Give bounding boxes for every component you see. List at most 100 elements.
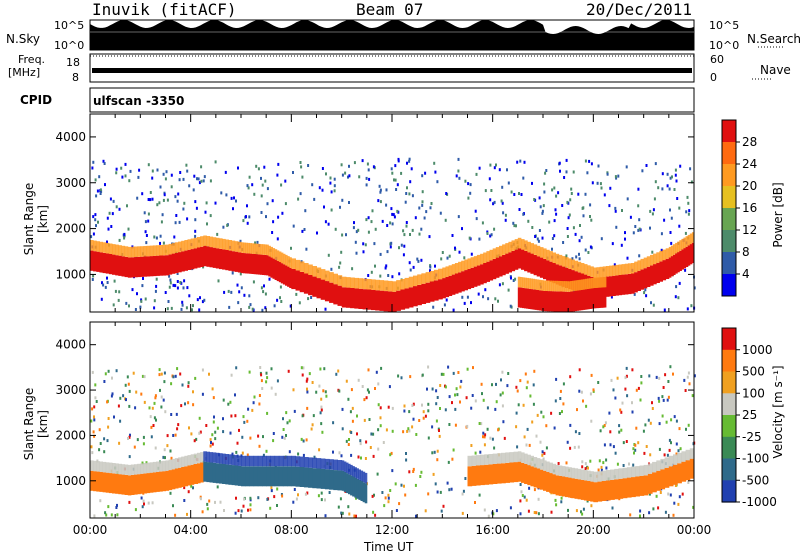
rti-scatter-cell — [634, 225, 637, 228]
rti-scatter-cell — [629, 215, 632, 219]
rti-scatter-cell — [639, 514, 641, 518]
rti-band-cell — [590, 481, 594, 502]
rti-band-cell — [533, 255, 538, 276]
rti-fringe-cell — [530, 278, 533, 289]
rti-scatter-cell — [320, 422, 323, 426]
rti-scatter-cell — [306, 491, 309, 495]
rti-fringe-cell — [231, 454, 236, 466]
rti-fringe-cell — [564, 281, 567, 292]
rti-scatter-cell — [638, 254, 641, 258]
rti-scatter-cell — [229, 431, 232, 435]
rti-scatter-cell — [252, 280, 255, 284]
rti-scatter-cell — [374, 227, 377, 231]
rti-band-cell — [134, 474, 138, 495]
rti-fringe-cell — [303, 263, 309, 274]
rti-scatter-cell — [358, 175, 361, 179]
rti-band-cell — [266, 466, 271, 487]
rti-fringe-cell — [289, 257, 292, 268]
colorbar-cell — [722, 328, 736, 351]
rti-scatter-cell — [675, 179, 678, 183]
rti-scatter-cell — [501, 391, 504, 395]
rti-band-cell — [557, 291, 561, 312]
rti-fringe-cell — [268, 245, 271, 257]
rti-fringe-cell — [156, 245, 160, 256]
rti-fringe-cell — [596, 267, 601, 278]
rti-scatter-cell — [95, 224, 97, 228]
rti-scatter-cell — [393, 215, 396, 219]
rti-scatter-cell — [439, 407, 441, 410]
rti-scatter-cell — [527, 219, 530, 223]
rti-scatter-cell — [432, 472, 435, 476]
rti-scatter-cell — [160, 372, 163, 376]
rti-scatter-cell — [655, 494, 658, 498]
rti-band-cell — [689, 458, 695, 479]
rti-scatter-cell — [162, 198, 165, 202]
rti-fringe-cell — [358, 469, 361, 480]
freq-label: Freq. — [18, 53, 46, 66]
rti-scatter-cell — [600, 237, 603, 241]
rti-scatter-cell — [154, 394, 157, 398]
rti-scatter-cell — [280, 183, 283, 187]
rti-fringe-cell — [159, 461, 163, 472]
rti-band-cell — [345, 473, 349, 494]
rti-band-cell — [591, 288, 594, 309]
rti-band-cell — [348, 474, 351, 495]
rti-scatter-cell — [609, 186, 612, 190]
rti-scatter-cell — [602, 425, 605, 429]
rti-scatter-cell — [498, 168, 501, 172]
rti-scatter-cell — [94, 396, 97, 400]
rti-fringe-cell — [470, 257, 475, 268]
rti-scatter-cell — [381, 491, 384, 494]
rti-scatter-cell — [164, 291, 167, 294]
rti-fringe-cell — [90, 240, 94, 251]
rti-scatter-cell — [553, 186, 556, 190]
rti-scatter-cell — [216, 232, 219, 236]
rti-scatter-cell — [457, 169, 460, 173]
rti-scatter-cell — [119, 419, 122, 423]
rti-scatter-cell — [517, 403, 520, 407]
rti-band-cell — [341, 470, 345, 491]
rti-scatter-cell — [666, 453, 669, 457]
rti-scatter-cell — [261, 387, 264, 390]
rti-scatter-cell — [486, 406, 489, 410]
rti-scatter-cell — [183, 486, 186, 490]
rti-fringe-cell — [565, 257, 569, 268]
rti-scatter-cell — [538, 229, 541, 232]
rti-scatter-cell — [506, 168, 508, 172]
rti-scatter-cell — [440, 509, 443, 513]
rti-scatter-cell — [187, 401, 190, 405]
rti-fringe-cell — [577, 468, 582, 480]
rti-scatter-cell — [212, 396, 215, 400]
rti-scatter-cell — [338, 451, 341, 455]
rti-fringe-cell — [165, 460, 170, 471]
rti-scatter-cell — [657, 396, 660, 400]
cpid-panel-frame — [89, 87, 695, 113]
rti-scatter-cell — [111, 392, 114, 396]
colorbar-cell — [722, 415, 736, 438]
rti-scatter-cell — [315, 390, 318, 394]
rti-band-cell — [178, 467, 182, 488]
rti-scatter-cell — [349, 410, 352, 414]
rti-band-cell — [146, 473, 151, 494]
rti-scatter-cell — [674, 295, 677, 299]
rti-scatter-cell — [482, 431, 485, 435]
rti-scatter-cell — [492, 202, 495, 206]
rti-fringe-cell — [272, 248, 276, 259]
rti-fringe-cell — [329, 459, 334, 470]
rti-scatter-cell — [364, 457, 367, 460]
rti-fringe-cell — [555, 253, 560, 265]
rti-band-cell — [685, 460, 691, 481]
rti-scatter-cell — [438, 434, 441, 438]
rti-band-cell — [587, 289, 590, 310]
rti-scatter-cell — [625, 366, 628, 370]
rti-scatter-cell — [385, 428, 388, 432]
rti-scatter-cell — [229, 400, 232, 404]
rti-scatter-cell — [338, 265, 341, 269]
rti-scatter-cell — [355, 251, 358, 255]
rti-scatter-cell — [134, 308, 137, 311]
rti-scatter-cell — [525, 443, 528, 447]
rti-scatter-cell — [198, 308, 201, 312]
rti-fringe-cell — [583, 470, 588, 481]
rti-scatter-cell — [251, 183, 254, 187]
rti-scatter-cell — [129, 169, 132, 173]
